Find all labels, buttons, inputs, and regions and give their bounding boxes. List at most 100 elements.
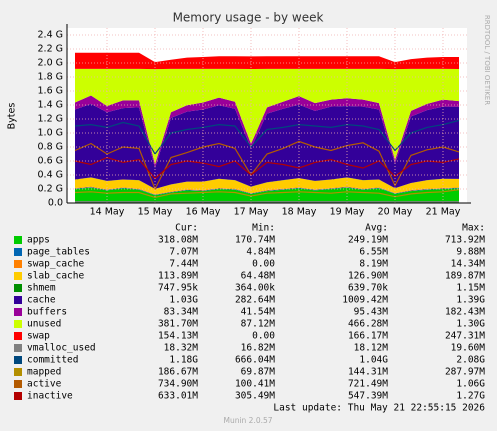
- legend-swatch: [14, 272, 22, 280]
- legend-stat: 189.87M: [445, 271, 485, 282]
- legend-stat: 2.08G: [456, 355, 485, 366]
- legend-stat: 0.00: [252, 259, 275, 270]
- legend-swatch: [14, 296, 22, 304]
- area: [75, 52, 459, 70]
- y-tick-label: 1.8 G: [38, 72, 64, 83]
- x-tick-label: 18 May: [282, 207, 317, 218]
- legend-swatch: [14, 344, 22, 352]
- x-tick-label: 15 May: [138, 207, 173, 218]
- y-tick-label: 1.2 G: [38, 114, 64, 125]
- legend-stat: 287.97M: [445, 367, 485, 378]
- legend-stat: 16.82M: [241, 343, 276, 354]
- legend-entry: swap: [27, 331, 50, 342]
- legend-stat: 9.88M: [456, 247, 485, 258]
- x-tick-label: 20 May: [378, 207, 413, 218]
- side-text: RRDTOOL / TOBI OETIKER: [483, 15, 491, 105]
- legend-stat: 83.34M: [164, 307, 199, 318]
- legend-stat: 1.04G: [359, 355, 388, 366]
- area: [75, 187, 459, 203]
- legend-stat: 466.28M: [348, 319, 388, 330]
- legend-stat: 8.19M: [359, 259, 388, 270]
- y-tick-label: 1.4 G: [38, 100, 64, 111]
- area: [75, 177, 459, 195]
- legend-entry: active: [27, 379, 62, 390]
- legend-stat: 1.30G: [456, 319, 485, 330]
- legend-header: Cur:: [175, 223, 198, 234]
- legend-stat: 247.31M: [445, 331, 485, 342]
- legend-swatch: [14, 308, 22, 316]
- legend-stat: 154.13M: [158, 331, 198, 342]
- legend-stat: 1.39G: [456, 295, 485, 306]
- legend-stat: 1.27G: [456, 391, 485, 402]
- legend-entry: swap_cache: [27, 259, 84, 270]
- legend-stat: 547.39M: [348, 391, 388, 402]
- legend-stat: 734.90M: [158, 379, 198, 390]
- legend-stat: 249.19M: [348, 235, 388, 246]
- legend-entry: committed: [27, 355, 78, 366]
- legend-stat: 721.49M: [348, 379, 388, 390]
- legend-stat: 4.84M: [246, 247, 275, 258]
- legend-swatch: [14, 380, 22, 388]
- y-tick-label: 0.6 G: [38, 156, 64, 167]
- legend-entry: apps: [27, 235, 50, 246]
- legend-stat: 170.74M: [235, 235, 275, 246]
- legend-stat: 18.32M: [164, 343, 199, 354]
- legend-stat: 100.41M: [235, 379, 275, 390]
- legend-stat: 1009.42M: [342, 295, 388, 306]
- y-tick-label: 0.4 G: [38, 170, 64, 181]
- area: [75, 68, 459, 165]
- legend-stat: 364.00k: [235, 283, 275, 294]
- legend-entry: cache: [27, 295, 56, 306]
- legend-header: Min:: [252, 223, 275, 234]
- legend-entry: page_tables: [27, 247, 90, 258]
- legend-swatch: [14, 260, 22, 268]
- legend-stat: 87.12M: [241, 319, 276, 330]
- legend-stat: 1.15M: [456, 283, 485, 294]
- legend-entry: inactive: [27, 391, 73, 402]
- x-tick-label: 21 May: [426, 207, 461, 218]
- line: [74, 140, 460, 191]
- x-tick-label: 16 May: [186, 207, 221, 218]
- legend-stat: 282.64M: [235, 295, 275, 306]
- y-tick-label: 1.0 G: [38, 128, 64, 139]
- legend-stat: 0.00: [252, 331, 275, 342]
- legend-stat: 19.60M: [451, 343, 486, 354]
- legend-entry: buffers: [27, 307, 67, 318]
- chart-title: Memory usage - by week: [173, 11, 324, 25]
- legend-stat: 1.06G: [456, 379, 485, 390]
- legend-entry: vmalloc_used: [27, 343, 96, 354]
- legend-header: Avg:: [365, 223, 388, 234]
- legend-stat: 14.34M: [451, 259, 486, 270]
- legend-header: Max:: [462, 223, 485, 234]
- legend-entry: unused: [27, 319, 61, 330]
- legend-stat: 182.43M: [445, 307, 485, 318]
- legend-stat: 747.95k: [158, 283, 198, 294]
- legend-stat: 113.89M: [158, 271, 198, 282]
- x-tick-label: 14 May: [90, 207, 125, 218]
- legend-swatch: [14, 236, 22, 244]
- legend-entry: slab_cache: [27, 271, 84, 282]
- legend-stat: 633.01M: [158, 391, 198, 402]
- legend-stat: 6.55M: [359, 247, 388, 258]
- legend-stat: 1.18G: [169, 355, 198, 366]
- footer: Munin 2.0.57: [223, 416, 272, 425]
- y-tick-label: 0.2 G: [38, 184, 64, 195]
- legend-swatch: [14, 332, 22, 340]
- y-axis-label: Bytes: [7, 103, 18, 130]
- legend-swatch: [14, 368, 22, 376]
- legend-stat: 95.43M: [354, 307, 389, 318]
- line: [74, 119, 460, 156]
- legend-stat: 186.67M: [158, 367, 198, 378]
- x-tick-label: 17 May: [234, 207, 269, 218]
- legend-stat: 41.54M: [241, 307, 276, 318]
- legend-stat: 381.70M: [158, 319, 198, 330]
- legend-stat: 318.08M: [158, 235, 198, 246]
- legend-stat: 126.90M: [348, 271, 388, 282]
- legend-swatch: [14, 392, 22, 400]
- y-tick-label: 2.0 G: [38, 58, 64, 69]
- legend-stat: 69.87M: [241, 367, 276, 378]
- x-tick-label: 19 May: [330, 207, 365, 218]
- legend-stat: 713.92M: [445, 235, 485, 246]
- y-tick-label: 1.6 G: [38, 86, 64, 97]
